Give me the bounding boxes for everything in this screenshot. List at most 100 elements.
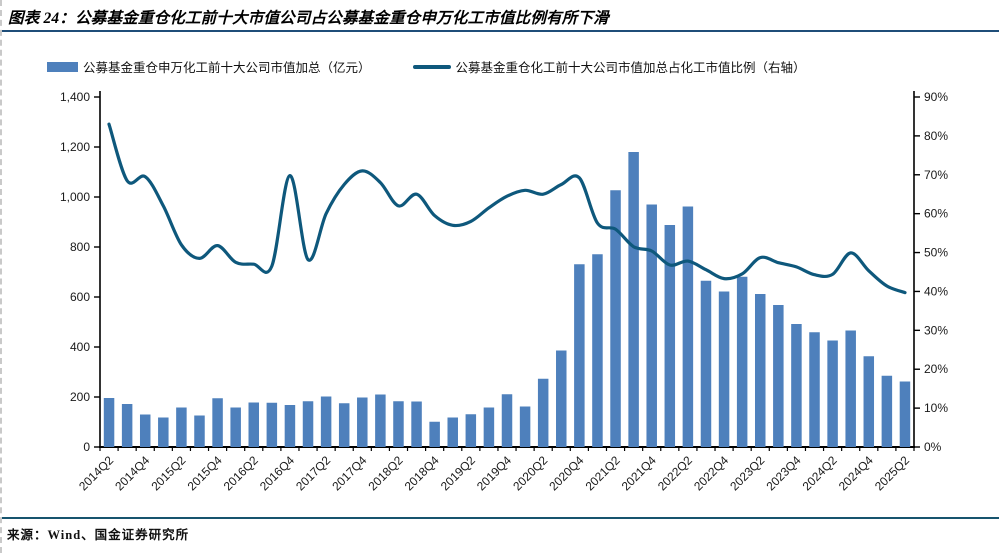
x-axis-label: 2024Q2 <box>800 453 840 493</box>
bar <box>375 394 386 447</box>
bar <box>320 396 332 447</box>
x-axis-label: 2015Q4 <box>185 453 225 493</box>
bar <box>194 415 205 447</box>
bar <box>248 402 260 447</box>
bar <box>827 340 838 447</box>
bar <box>121 404 133 447</box>
bar <box>465 414 477 447</box>
bar <box>809 332 820 447</box>
bar <box>682 206 694 447</box>
x-axis-label: 2019Q2 <box>438 453 478 493</box>
bar <box>845 330 856 447</box>
bar <box>176 407 187 447</box>
bar <box>357 397 368 447</box>
bar <box>284 405 296 447</box>
x-axis-label: 2021Q2 <box>583 453 623 493</box>
x-axis-label: 2015Q2 <box>148 453 188 493</box>
bar <box>212 398 223 447</box>
title-rule <box>2 30 999 32</box>
source-note: 来源：Wind、国金证券研究所 <box>7 528 190 542</box>
x-axis-label: 2022Q2 <box>655 453 695 493</box>
chart-canvas: 0 200 400 600 800 1,000 1,200 1,400 0% 10% 20% 30% 4… <box>60 90 948 493</box>
right-axis-tick-label: 10% <box>924 401 948 415</box>
x-axis-label: 2014Q4 <box>112 453 152 493</box>
legend-item-line: 公募基金重仓化工前十大公司市值加总占化工市值比例（右轴） <box>412 57 806 76</box>
bar <box>230 407 241 447</box>
left-axis-tick-label: 800 <box>70 240 90 254</box>
legend-bar-label: 公募基金重仓申万化工前十大公司市值加总（亿元） <box>83 61 371 75</box>
right-axis-tick-label: 90% <box>924 90 948 104</box>
left-axis-tick-label: 200 <box>70 390 90 404</box>
bar <box>700 280 712 447</box>
x-axis-label: 2017Q4 <box>329 453 369 493</box>
bar <box>574 264 585 447</box>
right-axis-tick-label: 40% <box>924 284 948 298</box>
bar <box>483 407 495 447</box>
bar <box>501 394 513 447</box>
x-axis-label: 2023Q2 <box>727 453 767 493</box>
x-axis-label: 2024Q4 <box>836 453 876 493</box>
bar <box>881 375 893 447</box>
bar <box>592 254 603 447</box>
bar <box>664 225 676 447</box>
bar <box>646 204 657 447</box>
x-axis-label: 2019Q4 <box>474 453 514 493</box>
legend-line-label: 公募基金重仓化工前十大公司市值加总占化工市值比例（右轴） <box>455 61 806 75</box>
x-axis-label: 2020Q4 <box>546 453 586 493</box>
left-axis-tick-label: 0 <box>83 440 90 454</box>
right-axis-tick-label: 50% <box>924 246 948 260</box>
right-axis-tick-label: 70% <box>924 168 948 182</box>
x-axis-label: 2018Q2 <box>365 453 405 493</box>
bar <box>718 291 730 447</box>
bar <box>537 378 549 447</box>
bar <box>791 324 802 447</box>
bar <box>429 421 440 447</box>
bar <box>103 398 115 447</box>
chart-legend: 公募基金重仓申万化工前十大公司市值加总（亿元） 公募基金重仓化工前十大公司市值加… <box>47 57 806 76</box>
x-axis-label: 2022Q4 <box>691 453 731 493</box>
bar <box>158 417 169 447</box>
left-axis-tick-label: 1,400 <box>60 90 90 104</box>
left-axis-tick-label: 400 <box>70 340 90 354</box>
source-rule <box>2 517 999 519</box>
left-axis-tick-label: 600 <box>70 290 90 304</box>
legend-bar-swatch-icon <box>47 61 78 72</box>
legend-line-swatch-icon <box>412 64 451 69</box>
right-axis-tick-label: 30% <box>924 323 948 337</box>
x-axis-label: 2017Q2 <box>293 453 333 493</box>
bar <box>302 401 314 447</box>
bar <box>556 350 567 447</box>
x-axis-label: 2018Q4 <box>402 453 442 493</box>
x-axis-label: 2014Q2 <box>76 453 116 493</box>
figure-title: 图表 24：公募基金重仓化工前十大市值公司占公募基金重仓申万化工市值比例有所下滑 <box>8 10 609 27</box>
x-axis-label: 2016Q4 <box>257 453 297 493</box>
bar <box>266 402 278 447</box>
right-axis-tick-label: 60% <box>924 207 948 221</box>
ratio-line <box>107 122 907 295</box>
figure-title-bar: 图表 24：公募基金重仓化工前十大市值公司占公募基金重仓申万化工市值比例有所下滑 <box>2 0 999 31</box>
right-axis-tick-label: 0% <box>924 440 942 454</box>
bar <box>736 276 748 447</box>
left-axis-tick-label: 1,200 <box>60 140 90 154</box>
bar <box>754 294 766 447</box>
bar <box>411 401 422 447</box>
x-axis-label: 2023Q4 <box>763 453 803 493</box>
bar <box>519 406 531 447</box>
bar <box>393 401 404 447</box>
x-axis-label: 2016Q2 <box>221 453 261 493</box>
right-axis-tick-label: 20% <box>924 362 948 376</box>
x-axis-label: 2020Q2 <box>510 453 550 493</box>
bar <box>447 417 458 447</box>
bar <box>773 305 784 447</box>
bar <box>338 403 350 447</box>
bar <box>139 414 151 447</box>
x-axis-label: 2021Q4 <box>619 453 659 493</box>
bar <box>899 381 911 447</box>
legend-item-bar: 公募基金重仓申万化工前十大公司市值加总（亿元） <box>47 57 371 76</box>
bar <box>863 356 875 447</box>
bar <box>628 152 639 447</box>
x-axis-label: 2025Q2 <box>872 453 912 493</box>
left-axis-tick-label: 1,000 <box>60 190 90 204</box>
right-axis-tick-label: 80% <box>924 129 948 143</box>
